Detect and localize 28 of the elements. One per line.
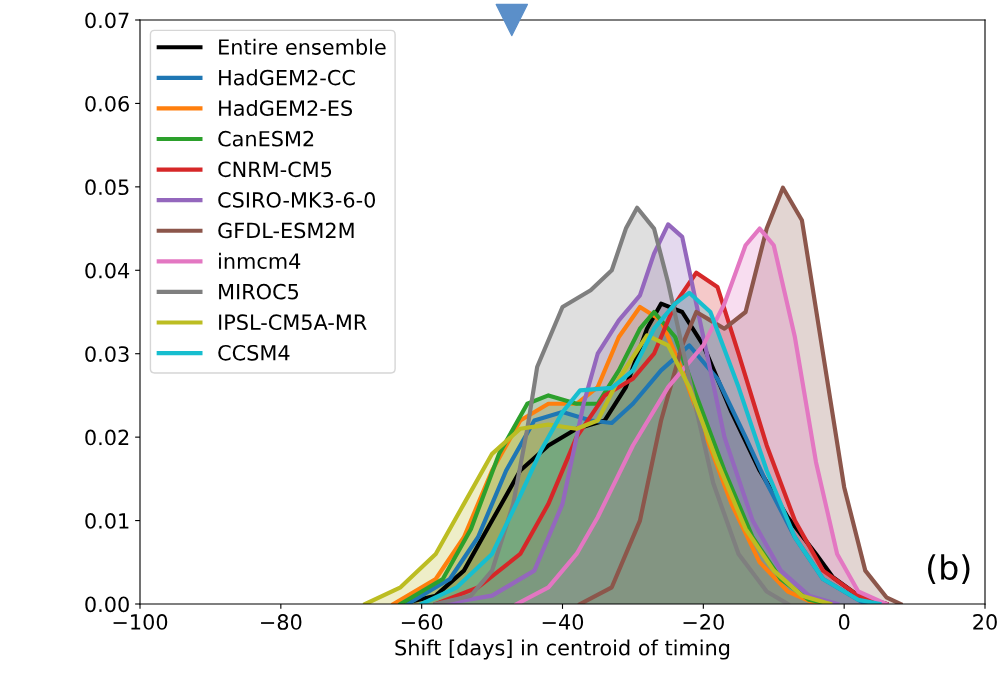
y-tick-label: 0.01: [85, 513, 129, 529]
y-tick-label: 0.03: [85, 346, 129, 362]
y-tick-label: 0.07: [85, 12, 129, 29]
y-tick-label: 0.02: [85, 429, 129, 446]
legend-label: HadGEM2-CC: [219, 69, 355, 86]
x-tick-label: 20: [973, 614, 997, 630]
x-axis-title: Shift [days] in centroid of timing: [395, 639, 730, 660]
legend-label: inmcm4: [219, 252, 301, 269]
legend-label: CanESM2: [218, 130, 314, 147]
legend-label: Entire ensemble: [219, 38, 386, 55]
legend-label: HadGEM2-ES: [219, 99, 353, 117]
x-tick-label: −20: [683, 614, 724, 630]
y-tick-label: 0.05: [85, 179, 129, 196]
legend-label: CCSM4: [218, 344, 290, 361]
y-tick-label: 0.04: [85, 262, 130, 279]
y-tick-label: 0.06: [85, 95, 129, 112]
y-tick-label: 0.00: [85, 596, 129, 613]
x-tick-label: −40: [542, 614, 584, 630]
legend-label: IPSL-CM5A-MR: [219, 314, 367, 331]
x-tick-label: −60: [401, 614, 443, 630]
legend-label: MIROC5: [219, 283, 299, 300]
legend-label: CSIRO-MK3-6-0: [218, 192, 376, 208]
x-tick-label: −100: [113, 614, 168, 630]
legend-label: GFDL-ESM2M: [218, 222, 354, 239]
x-tick-label: 0: [838, 614, 850, 630]
annotation: (b): [928, 554, 970, 584]
x-tick-label: −80: [261, 614, 302, 630]
legend-label: CNRM-CM5: [218, 161, 332, 178]
